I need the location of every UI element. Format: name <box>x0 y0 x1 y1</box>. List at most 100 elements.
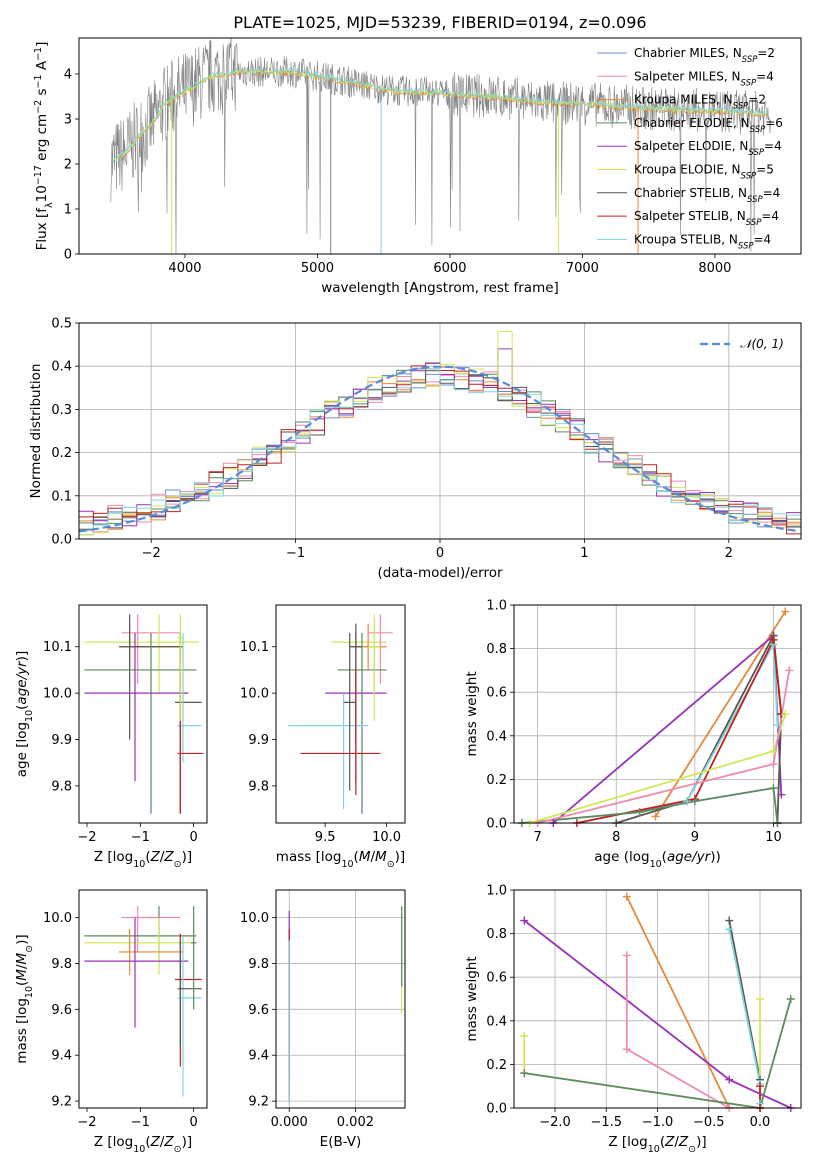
x-tick-label: 9 <box>691 830 699 845</box>
y-tick-label: 10.1 <box>240 640 269 655</box>
axes-frame <box>513 889 802 1109</box>
weight-series-chabrier_stelib <box>615 632 783 823</box>
weight-marker-5-0 <box>520 1032 529 1041</box>
x-tick-label: −1 <box>131 830 150 845</box>
x-axis-label: mass [log10(M/M⊙)] <box>276 849 405 870</box>
legend-entry-normal: 𝒩(0, 1) <box>740 337 784 351</box>
y-tick-label: 9.8 <box>248 957 269 972</box>
x-tick-label: 0 <box>436 546 444 561</box>
x-tick-label: −1.0 <box>642 1115 674 1130</box>
x-axis-label: wavelength [Angstrom, rest frame] <box>321 280 559 296</box>
weight-marker-1-2 <box>777 790 786 799</box>
weight-marker-7-0 <box>756 1082 764 1091</box>
x-tick-label: −1.5 <box>590 1115 622 1130</box>
weight-marker-5-2 <box>690 797 699 806</box>
plot-area <box>521 611 791 823</box>
x-tick-label: −1 <box>131 1115 150 1130</box>
legend-entry: Kroupa STELIB, NSSP=4 <box>634 232 771 251</box>
weight-marker-0-1 <box>781 607 790 616</box>
weight-series-kroupa_miles <box>654 611 787 817</box>
weight-marker-0-0 <box>651 812 660 821</box>
weight-marker-7-1 <box>769 760 778 769</box>
axes-frame <box>275 889 406 1109</box>
plot-area <box>79 331 801 536</box>
x-tick-label: 8000 <box>698 261 731 276</box>
y-axis-label: mass weight <box>464 956 480 1041</box>
weight-marker-5-1 <box>635 808 644 817</box>
x-tick-label: 7000 <box>566 261 599 276</box>
axes-frame <box>78 322 802 540</box>
x-tick-label: −2 <box>77 1115 96 1130</box>
y-tick-label: 0.4 <box>486 729 507 744</box>
y-tick-label: 10.0 <box>240 687 269 702</box>
weight-marker-1-0 <box>520 916 529 925</box>
weight-marker-3-0 <box>725 925 734 934</box>
model-line-kroupa_stelib <box>111 67 769 163</box>
weight-series-salpeter_stelib <box>576 636 783 823</box>
y-tick-label: 0.5 <box>51 317 72 332</box>
y-tick-label: 1.0 <box>486 884 507 899</box>
y-axis-label: age [log10(age/yr)] <box>14 651 35 777</box>
panel-weight_vs_Z: −2.0 −1.5 −1.0 −0.5 0.0 0.0 0.2 0.4 0.6 0.8 1.0 Z [… <box>464 884 802 1155</box>
y-tick-label: 0.0 <box>486 1102 507 1117</box>
axes-frame <box>78 604 208 824</box>
plot-area <box>288 906 403 1104</box>
weight-marker-4-1 <box>622 1045 631 1054</box>
y-tick-label: 9.9 <box>248 733 269 748</box>
y-tick-label: 9.9 <box>51 733 72 748</box>
x-tick-label: 0.000 <box>271 1115 308 1130</box>
weight-marker-0-0 <box>622 892 631 901</box>
y-tick-label: 9.4 <box>51 1049 72 1064</box>
y-tick-label: 0.8 <box>486 927 507 942</box>
x-tick-label: −2 <box>77 830 96 845</box>
panel-weight_vs_age: 7 8 9 10 0.0 0.2 0.4 0.6 0.8 1.0 age (log10(age/yr… <box>464 599 802 870</box>
panel-mass_vs_ebv: 0.000 0.002 9.2 9.4 9.6 9.8 10.0 E(B-V) <box>240 889 406 1150</box>
weight-marker-4-2 <box>769 635 778 644</box>
y-tick-label: 0.2 <box>486 1058 507 1073</box>
weight-series-salpeter_miles <box>625 955 760 1108</box>
y-tick-label: 0.4 <box>51 360 72 375</box>
legend-entry: Salpeter ELODIE, NSSP=4 <box>634 139 782 158</box>
y-tick-label: 1.0 <box>486 599 507 614</box>
weight-series-kroupa_elodie <box>523 999 761 1108</box>
legend-entry: Kroupa ELODIE, NSSP=5 <box>634 163 774 182</box>
y-tick-label: 9.8 <box>51 779 72 794</box>
panel-mass_vs_Z: −2 −1 0 9.2 9.4 9.6 9.8 10.0 Z [log10(Z/Z⊙)] mass… <box>14 889 208 1155</box>
weight-marker-5-3 <box>756 995 764 1003</box>
weight-marker-1-1 <box>725 1075 734 1084</box>
y-tick-label: 0.2 <box>486 773 507 788</box>
x-axis-label: Z [log10(Z/Z⊙)] <box>94 849 192 870</box>
y-tick-label: 0.6 <box>486 686 507 701</box>
y-tick-label: 9.4 <box>248 1049 269 1064</box>
plot-area <box>84 614 204 814</box>
weight-marker-6-1 <box>769 747 778 756</box>
y-tick-label: 10.1 <box>43 640 72 655</box>
x-axis-label: age (log10(age/yr)) <box>594 849 720 870</box>
x-tick-label: 2 <box>725 546 733 561</box>
y-tick-label: 9.2 <box>248 1095 269 1110</box>
y-tick-label: 0.3 <box>51 403 72 418</box>
weight-marker-5-3 <box>769 784 778 793</box>
x-axis-label: Z [log10(Z/Z⊙)] <box>608 1134 706 1155</box>
axes-frame <box>78 889 208 1109</box>
weight-marker-7-2 <box>785 666 794 675</box>
y-tick-label: 3 <box>64 113 72 128</box>
legend-entry: Chabrier STELIB, NSSP=4 <box>634 186 780 205</box>
panel-age_vs_mass: 9.5 10.0 9.8 9.9 10.0 10.1 mass [log10(M/M⊙)] <box>240 604 406 870</box>
y-tick-label: 0 <box>64 248 72 263</box>
y-tick-label: 9.6 <box>51 1003 72 1018</box>
x-tick-label: −2.0 <box>539 1115 571 1130</box>
normal-curve <box>79 365 799 533</box>
x-tick-label: 8 <box>612 830 620 845</box>
legend-entry: Chabrier ELODIE, NSSP=6 <box>634 116 783 135</box>
panel-residuals: −2 −1 0 1 2 0.0 0.1 0.2 0.3 0.4 0.5 (data-model)/er… <box>28 317 802 581</box>
x-tick-label: 10.0 <box>372 830 401 845</box>
x-axis-label: Z [log10(Z/Z⊙)] <box>94 1134 192 1155</box>
x-tick-label: 0 <box>190 830 198 845</box>
x-tick-label: 7 <box>533 830 541 845</box>
legend-entry: Salpeter STELIB, NSSP=4 <box>634 209 779 228</box>
spectrum-legend: Chabrier MILES, NSSP=2 Salpeter MILES, NS… <box>597 46 783 251</box>
axes-frame <box>78 37 802 255</box>
y-tick-label: 0.1 <box>51 489 72 504</box>
